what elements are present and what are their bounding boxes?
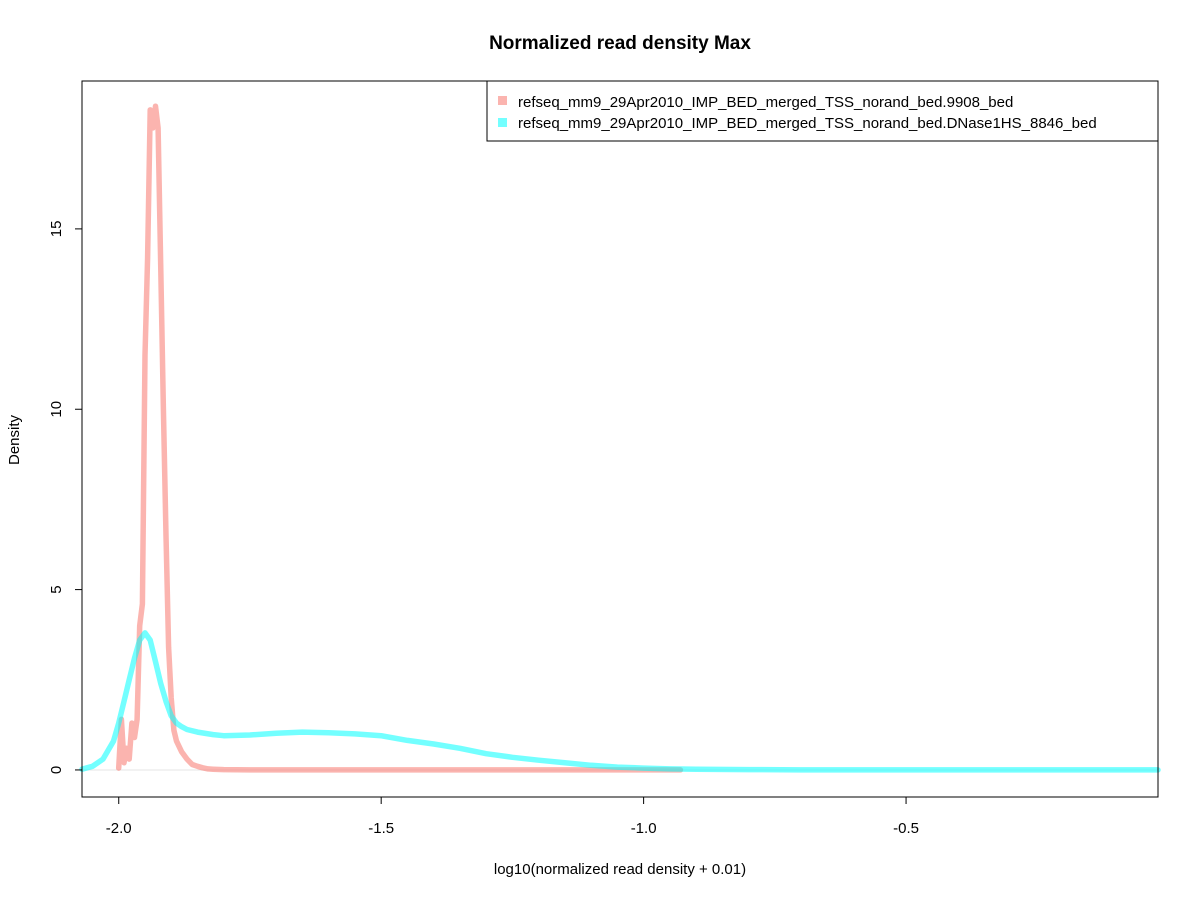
density-curves [79,103,1161,773]
legend: refseq_mm9_29Apr2010_IMP_BED_merged_TSS_… [486,80,1159,142]
y-tick-label: 5 [48,585,65,593]
plot-frame [81,80,1159,798]
legend-swatch-series-2 [498,118,507,127]
y-tick-label: 15 [48,221,65,238]
series-line-2 [79,630,1161,773]
y-axis: 0 5 10 15 [48,221,83,774]
legend-box [486,80,1159,142]
legend-swatch-series-1 [498,96,507,105]
legend-label-series-1: refseq_mm9_29Apr2010_IMP_BED_merged_TSS_… [518,94,1013,111]
y-axis-label: Density [6,414,23,465]
y-tick-label: 10 [48,401,65,418]
legend-label-series-2: refseq_mm9_29Apr2010_IMP_BED_merged_TSS_… [518,115,1097,132]
x-tick-label: -1.0 [631,820,657,837]
x-tick-label: -0.5 [893,820,919,837]
x-axis-label: log10(normalized read density + 0.01) [494,861,746,878]
series-line-1 [115,103,684,773]
chart-title: Normalized read density Max [489,33,751,54]
x-tick-label: -2.0 [106,820,132,837]
x-tick-label: -1.5 [368,820,394,837]
x-axis: -2.0 -1.5 -1.0 -0.5 [106,796,919,837]
y-tick-label: 0 [48,766,65,774]
